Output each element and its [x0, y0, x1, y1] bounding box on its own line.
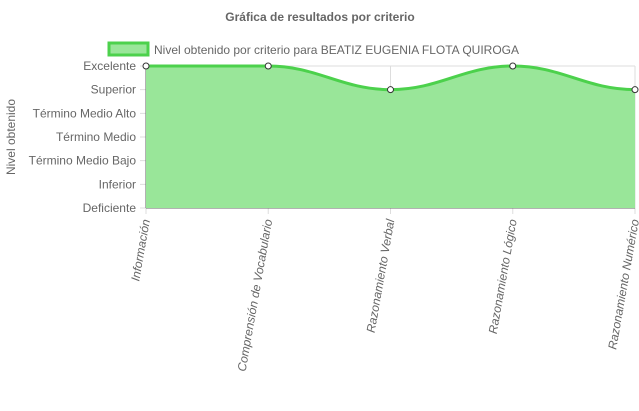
- y-tick-label: Superior: [91, 83, 136, 97]
- chart-title: Gráfica de resultados por criterio: [225, 10, 414, 24]
- legend[interactable]: Nivel obtenido por criterio para BEATIZ …: [107, 41, 519, 57]
- data-point[interactable]: [509, 62, 517, 70]
- y-tick-label: Inferior: [99, 177, 136, 191]
- y-tick-label: Excelente: [83, 59, 136, 73]
- data-point[interactable]: [387, 86, 394, 94]
- x-tick-label: Razonamiento Numérico: [605, 218, 639, 351]
- legend-swatch: [107, 41, 150, 57]
- y-axis-ticks: Deficiente Inferior Término Medio Bajo Térm…: [29, 59, 137, 215]
- y-tick-label: Término Medio Bajo: [29, 154, 137, 168]
- x-tick-label: Razonamiento Verbal: [364, 218, 398, 334]
- data-point[interactable]: [264, 62, 272, 70]
- y-tick-label: Deficiente: [83, 201, 137, 215]
- data-points: [142, 62, 639, 94]
- x-tick-label: Comprensión de Vocabulario: [235, 218, 276, 373]
- y-axis-label: Nivel obtenido: [4, 99, 18, 175]
- x-tick-label: Información: [128, 218, 153, 282]
- data-point[interactable]: [631, 86, 639, 94]
- x-axis-ticks: Información Comprensión de Vocabulario Raz…: [128, 218, 639, 373]
- data-point[interactable]: [142, 62, 150, 70]
- x-tick-label: Razonamiento Lógico: [486, 218, 520, 335]
- y-tick-label: Término Medio Alto: [33, 106, 137, 120]
- area-fill: [146, 66, 635, 208]
- legend-label: Nivel obtenido por criterio para BEATIZ …: [154, 43, 519, 57]
- y-tick-label: Término Medio: [56, 130, 136, 144]
